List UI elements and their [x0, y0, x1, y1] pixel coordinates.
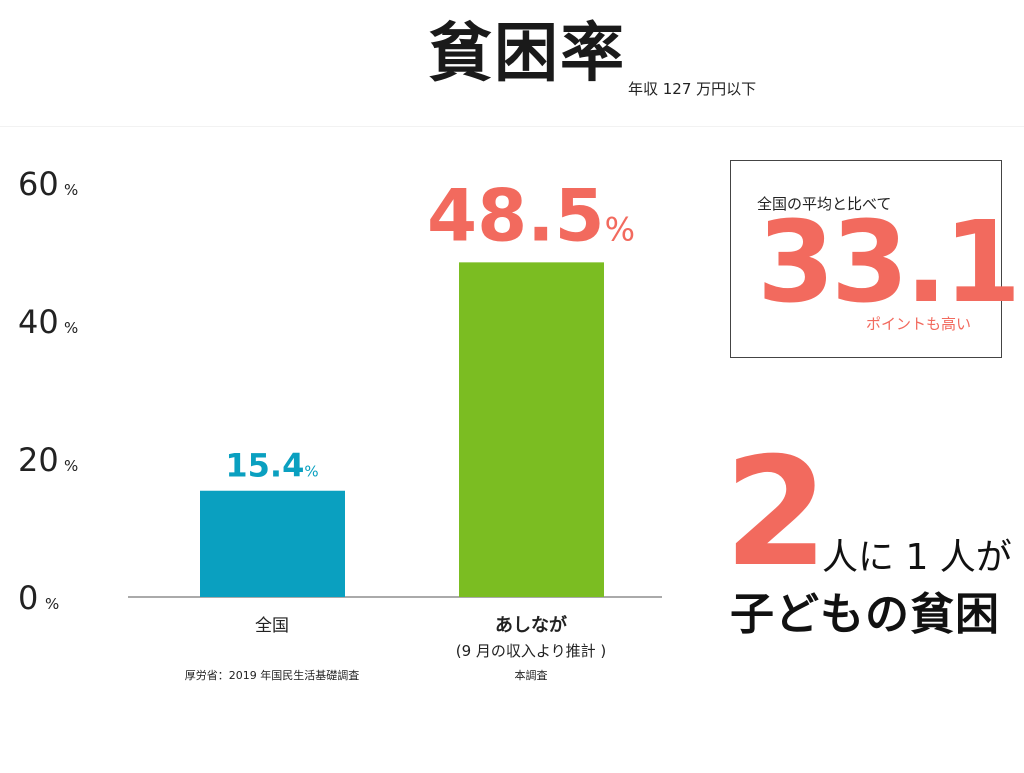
y-tick-label: 40 [18, 303, 59, 341]
x-category-note: (9 月の収入より推計 ) [456, 642, 607, 660]
callout-value: 33.1 [757, 198, 1021, 328]
data-label-2: 48.5% [427, 173, 635, 257]
header-divider [0, 126, 1024, 127]
callout-tail-text: ポイントも高い [865, 315, 971, 333]
slogan-number: 2 [724, 426, 829, 600]
y-tick-unit: % [64, 319, 78, 337]
callout-lead-text: 全国の平均と比べて [757, 195, 892, 213]
page-subtitle: 年収 127 万円以下 [628, 80, 757, 98]
x-category-label: あしなが [495, 614, 567, 636]
y-tick-unit: % [64, 181, 78, 199]
slogan-text: 人に 1 人が [822, 537, 1012, 578]
y-tick-unit: % [64, 457, 78, 475]
page-title: 貧困率 [428, 17, 626, 91]
source-note: 厚労省：2019 年国民生活基礎調査 [185, 668, 360, 682]
data-label-1: 15.4% [225, 447, 318, 485]
slogan-headline: 子どもの貧困 [730, 589, 1000, 640]
y-tick-label: 60 [18, 165, 59, 203]
bar-1 [200, 490, 345, 597]
y-tick-label: 0 [18, 579, 38, 617]
y-tick-label: 20 [18, 441, 59, 479]
bar-2 [459, 262, 604, 597]
x-category-label: 全国 [255, 616, 289, 636]
comparison-callout: 全国の平均と比べて 33.1 ポイントも高い [730, 160, 1021, 358]
y-tick-unit: % [45, 595, 59, 613]
source-note: 本調査 [515, 668, 548, 682]
